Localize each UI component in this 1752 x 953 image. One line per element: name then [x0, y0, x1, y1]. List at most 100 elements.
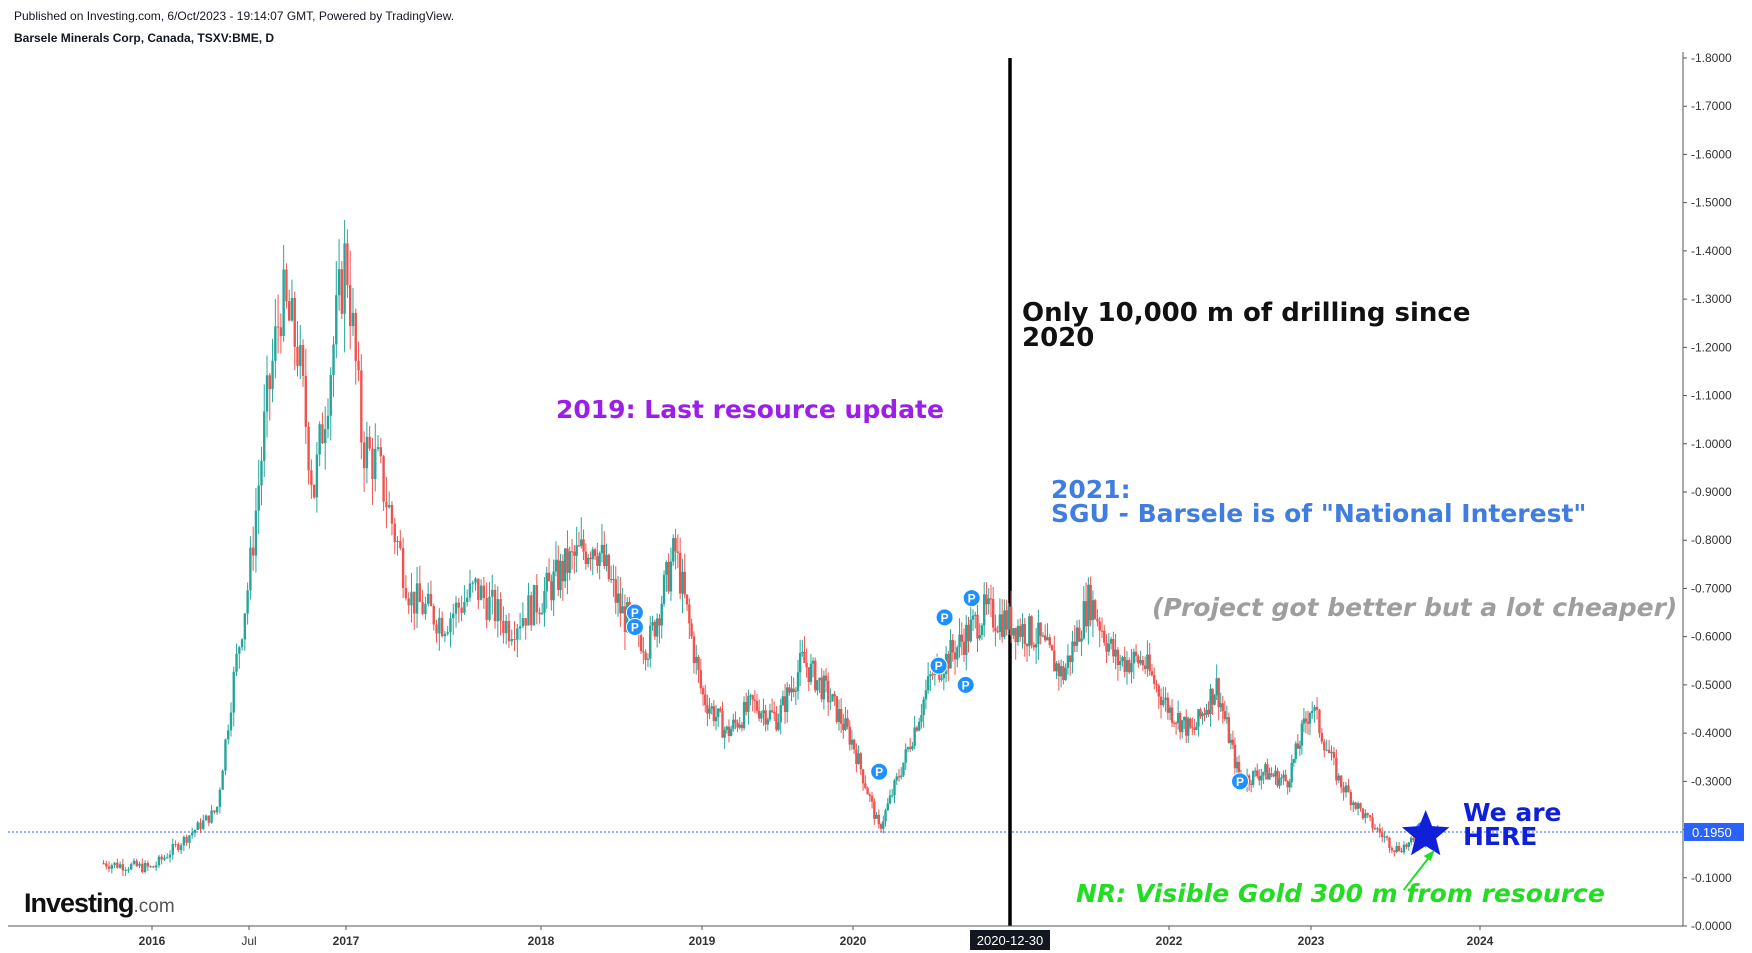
candle-body	[1264, 764, 1267, 773]
candle-body	[770, 710, 774, 712]
candle-body	[623, 606, 627, 632]
candle-body	[1055, 663, 1058, 672]
candle-body	[829, 701, 832, 703]
candle-body	[1304, 718, 1308, 722]
y-tick-label: -1.6000	[1691, 147, 1732, 161]
candle-body	[102, 863, 105, 865]
candle-body	[1148, 654, 1151, 672]
candle-body	[895, 776, 898, 781]
candle-body	[926, 676, 930, 691]
candle-body	[1217, 678, 1220, 708]
candle-body	[1395, 846, 1398, 852]
candle-body	[591, 549, 594, 560]
candle-body	[1313, 706, 1316, 711]
candle-body	[449, 618, 452, 633]
candle-body	[891, 795, 894, 797]
candle-body	[1137, 656, 1140, 664]
candle-body	[379, 447, 383, 457]
candle-body	[182, 836, 186, 846]
candle-body	[1223, 711, 1226, 720]
candle-body	[1278, 778, 1281, 786]
candle-body	[848, 726, 851, 745]
candle-body	[454, 602, 458, 614]
candle-body	[132, 860, 136, 865]
candle-body	[922, 699, 925, 716]
candle-body	[110, 865, 114, 869]
candle-body	[1150, 671, 1154, 676]
candle-body	[870, 795, 874, 802]
candle-body	[1030, 616, 1033, 646]
candle-body	[1247, 775, 1251, 784]
candle-body	[651, 621, 654, 626]
candle-body	[1170, 707, 1174, 723]
candle-body	[1012, 628, 1015, 636]
candle-body	[552, 571, 555, 601]
candle-body	[227, 730, 230, 740]
candle-body	[598, 553, 601, 566]
candle-body	[586, 557, 590, 565]
candle-body	[1342, 787, 1345, 793]
y-tick-label: -1.2000	[1691, 340, 1732, 354]
candle-body	[166, 857, 169, 859]
candle-body	[160, 856, 163, 860]
candle-body	[557, 559, 560, 591]
candle-body	[287, 301, 291, 321]
candle-body	[204, 815, 208, 821]
candle-body	[1211, 688, 1214, 705]
candle-body	[362, 442, 366, 469]
candle-body	[1039, 622, 1042, 637]
candle-body	[942, 674, 946, 679]
candle-body	[1053, 650, 1056, 672]
y-tick-label: -0.1000	[1691, 871, 1732, 885]
candle-body	[653, 621, 657, 637]
candle-body	[826, 680, 830, 703]
candle-body	[224, 739, 227, 771]
candle-body	[714, 716, 718, 722]
candle-body	[1159, 696, 1163, 706]
candle-body	[1041, 635, 1045, 637]
candle-body	[491, 589, 494, 597]
candle-body	[285, 269, 288, 302]
candle-body	[1219, 703, 1222, 708]
candle-body	[1037, 622, 1040, 645]
candle-body	[732, 719, 735, 729]
candle-body	[1057, 663, 1061, 677]
candle-body	[1073, 641, 1076, 646]
candle-body	[1335, 757, 1338, 781]
candle-body	[1180, 720, 1184, 733]
candle-body	[432, 606, 435, 625]
candle-body	[163, 857, 166, 860]
candle-body	[833, 694, 836, 697]
candle-body	[831, 694, 834, 702]
candle-body	[1153, 675, 1156, 684]
candle-body	[866, 788, 869, 795]
candle-body	[127, 869, 130, 871]
candle-body	[152, 866, 155, 868]
candle-body	[1215, 678, 1218, 696]
candle-body	[766, 719, 769, 725]
candle-body	[105, 863, 108, 867]
y-tick-label: -0.4000	[1691, 726, 1732, 740]
candle-body	[1381, 832, 1384, 837]
candle-body	[621, 606, 624, 614]
candle-body	[616, 593, 620, 603]
candle-body	[401, 548, 405, 589]
candle-body	[701, 688, 705, 695]
candle-body	[121, 864, 125, 871]
candle-body	[738, 724, 741, 728]
candle-body	[376, 447, 380, 449]
candle-body	[550, 581, 553, 601]
candle-body	[279, 327, 283, 337]
candle-body	[1139, 660, 1142, 664]
x-tick-label: 2019	[689, 934, 716, 948]
candle-body	[524, 618, 527, 626]
candle-body	[535, 585, 539, 613]
candle-body	[708, 708, 711, 714]
published-header: Published on Investing.com, 6/Oct/2023 -…	[14, 9, 455, 23]
candle-body	[747, 695, 750, 712]
candle-body	[1302, 718, 1306, 724]
candle-body	[1262, 772, 1265, 776]
candle-body	[210, 810, 213, 823]
y-tick-label: -0.8000	[1691, 533, 1732, 547]
